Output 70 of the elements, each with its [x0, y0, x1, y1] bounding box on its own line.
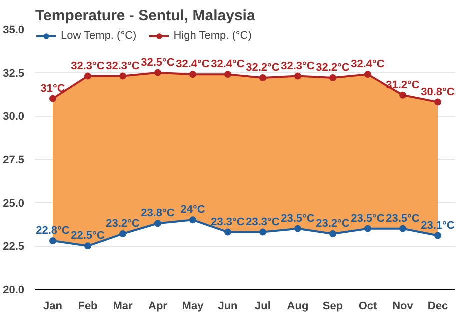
point: [224, 228, 232, 236]
data-label: 23.3°C: [246, 216, 280, 228]
legend-label: High Temp. (°C): [174, 30, 252, 42]
x-tick-label: Feb: [78, 300, 98, 312]
x-tick-label: Nov: [392, 300, 414, 312]
data-label: 23.2°C: [316, 218, 350, 230]
data-label: 23.3°C: [211, 216, 245, 228]
x-tick-label: Jan: [44, 300, 63, 312]
y-tick-label: 20.0: [3, 284, 25, 296]
data-label: 23.5°C: [386, 212, 420, 225]
data-label: 23.8°C: [141, 208, 175, 220]
x-tick-label: Mar: [113, 300, 134, 312]
point: [154, 69, 162, 76]
point: [434, 98, 442, 106]
y-tick-label: 30.0: [3, 111, 25, 124]
data-label: 24°C: [180, 204, 206, 216]
point: [224, 71, 232, 78]
point: [190, 216, 196, 224]
x-tick-label: Apr: [148, 300, 168, 312]
point: [330, 230, 336, 238]
point: [84, 242, 92, 250]
data-label: 32.4°C: [211, 58, 245, 71]
chart-title: Temperature - Sentul, Malaysia: [36, 8, 256, 24]
point: [154, 220, 162, 228]
legend-label: Low Temp. (°C): [61, 30, 137, 42]
data-label: 23.1°C: [421, 220, 455, 232]
point: [400, 225, 406, 232]
point: [190, 71, 196, 78]
x-tick-label: Jun: [218, 300, 238, 312]
point: [364, 71, 372, 78]
data-label: 32.3°C: [281, 60, 315, 72]
y-tick-label: 25.0: [3, 198, 25, 210]
point: [400, 92, 406, 99]
point: [364, 225, 372, 232]
point: [50, 237, 56, 244]
data-label: 32.2°C: [246, 62, 280, 74]
point: [294, 225, 302, 232]
point: [260, 228, 266, 236]
x-tick-label: Jul: [255, 300, 271, 312]
data-label: 31°C: [40, 82, 66, 95]
data-label: 32.3°C: [106, 60, 140, 72]
data-label: 22.5°C: [71, 230, 105, 242]
data-label: 32.4°C: [351, 58, 385, 71]
point: [120, 230, 126, 238]
point: [84, 72, 92, 80]
y-tick-label: 32.5: [3, 68, 25, 80]
data-label: 32.5°C: [141, 56, 175, 69]
x-tick-label: Dec: [428, 300, 448, 312]
x-tick-label: Aug: [287, 300, 309, 312]
data-label: 23.5°C: [351, 212, 385, 225]
data-label: 23.2°C: [106, 218, 140, 230]
x-tick-label: May: [182, 300, 205, 312]
point: [120, 72, 126, 80]
data-label: 31.2°C: [386, 79, 420, 92]
y-tick-label: 27.5: [3, 154, 25, 166]
data-label: 23.5°C: [281, 212, 315, 225]
data-label: 30.8°C: [421, 86, 455, 98]
point: [294, 72, 302, 80]
y-tick-label: 35.0: [3, 24, 25, 36]
point: [330, 74, 336, 82]
x-tick-label: Oct: [358, 300, 378, 312]
point: [50, 95, 56, 102]
point: [260, 74, 266, 82]
data-label: 32.2°C: [316, 62, 350, 74]
point: [434, 232, 442, 240]
data-label: 32.3°C: [71, 60, 105, 72]
data-label: 32.4°C: [176, 58, 210, 71]
y-tick-label: 22.5: [3, 241, 25, 254]
x-tick-label: Sep: [322, 300, 344, 312]
data-label: 22.8°C: [36, 224, 70, 237]
